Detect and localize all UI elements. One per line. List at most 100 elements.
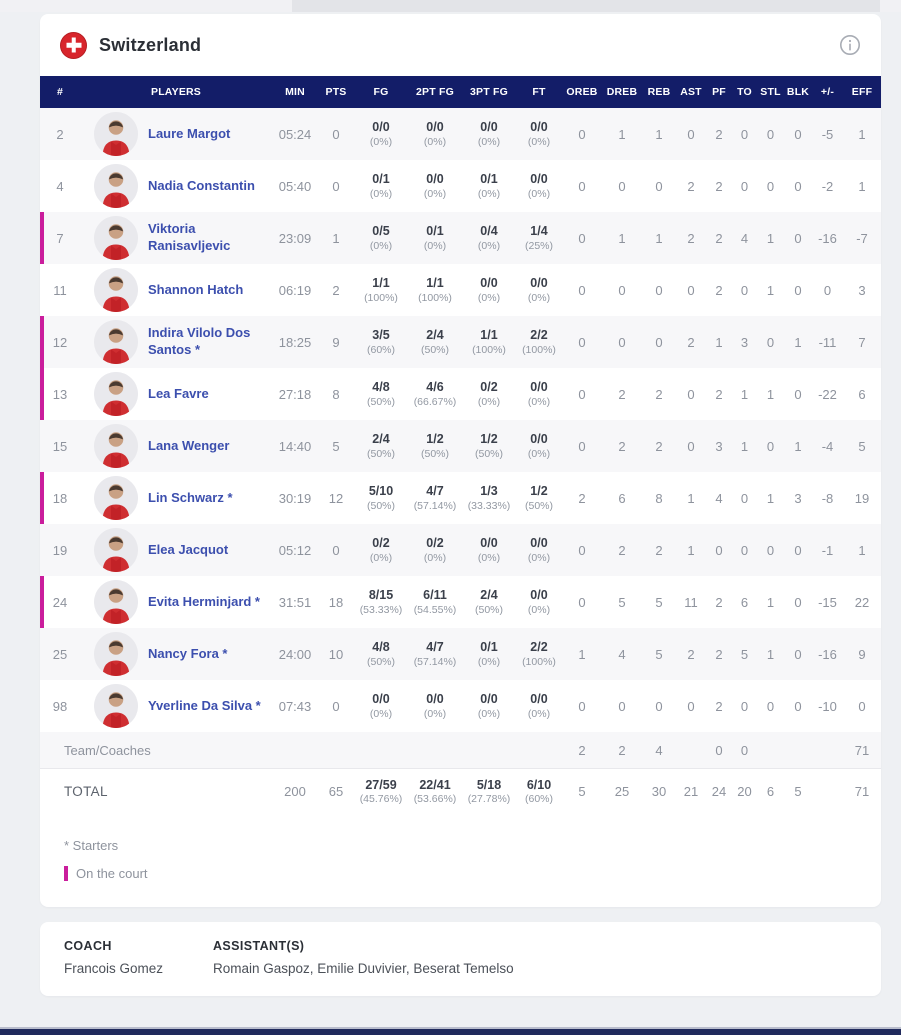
stat-plus-minus: -8 xyxy=(821,490,834,506)
player-name-link[interactable]: Evita Herminjard * xyxy=(148,593,260,609)
total-label: TOTAL xyxy=(64,784,108,799)
player-avatar[interactable] xyxy=(94,320,138,364)
player-name-link[interactable]: Lin Schwarz * xyxy=(148,489,233,505)
stat-3pt-fg: 0/0 (0%) xyxy=(477,536,501,564)
player-avatar[interactable] xyxy=(94,476,138,520)
player-name-link[interactable]: Yverline Da Silva * xyxy=(148,697,261,713)
player-row: 25 Nancy Fora * 24:00 10 4/8 (50%) 4/7 (57.14%)… xyxy=(40,628,881,680)
bottom-partial-element xyxy=(0,1027,901,1035)
stat-pts: 18 xyxy=(328,594,344,610)
stat-ast: 11 xyxy=(684,594,698,610)
stat-to: 0 xyxy=(740,126,749,142)
stat-plus-minus: -1 xyxy=(821,542,834,558)
stat-blk: 0 xyxy=(794,178,802,194)
stat-pts: 0 xyxy=(332,126,340,142)
legend: * Starters On the court xyxy=(40,814,881,907)
stat-fg: 0/0 (0%) xyxy=(369,692,393,720)
stat-ast: 0 xyxy=(687,282,695,298)
stat-ast: 0 xyxy=(687,126,695,142)
stat-stl: 1 xyxy=(766,386,775,402)
player-cell: Viktoria Ranisavljevic xyxy=(80,212,272,264)
stat-eff: -7 xyxy=(856,230,868,246)
stat-eff: 0 xyxy=(858,698,866,714)
stat-stl: 0 xyxy=(766,698,775,714)
stat-stl: 0 xyxy=(766,178,775,194)
stat-3pt-fg: 5/18 (27.78%) xyxy=(467,777,511,806)
player-row: 98 Yverline Da Silva * 07:43 0 0/0 (0%) 0/0 (0%… xyxy=(40,680,881,732)
stat-oreb: 2 xyxy=(578,490,586,506)
stat-2pt-fg: 1/2 (50%) xyxy=(420,432,449,460)
stat-blk: 0 xyxy=(794,594,802,610)
stat-eff: 3 xyxy=(858,282,866,298)
column-header--: # xyxy=(56,86,64,98)
player-name-link[interactable]: Shannon Hatch xyxy=(148,281,244,297)
stat-pf: 2 xyxy=(715,282,723,298)
player-cell: Elea Jacquot xyxy=(80,524,272,576)
player-avatar[interactable] xyxy=(94,216,138,260)
stat-min: 05:12 xyxy=(278,542,312,558)
player-row: 4 Nadia Constantin 05:40 0 0/1 (0%) 0/0 (0%) 0/1… xyxy=(40,160,881,212)
team-coaches-label: Team/Coaches xyxy=(64,742,151,758)
player-avatar[interactable] xyxy=(94,632,138,676)
player-avatar[interactable] xyxy=(94,528,138,572)
stat-fg: 2/4 (50%) xyxy=(366,432,395,460)
player-avatar[interactable] xyxy=(94,580,138,624)
stat-eff: 22 xyxy=(854,594,870,610)
box-score-card: Switzerland # PLAYERS MIN PTS FG 2PT FG 3PT FG… xyxy=(40,14,881,907)
player-name-link[interactable]: Elea Jacquot xyxy=(148,541,229,557)
stat-to: 0 xyxy=(740,282,749,298)
player-name-link[interactable]: Nadia Constantin xyxy=(148,177,255,193)
stat-3pt-fg: 0/2 (0%) xyxy=(477,380,501,408)
stat-ft: 2/2 (100%) xyxy=(522,328,556,356)
player-avatar[interactable] xyxy=(94,684,138,728)
stat-min: 27:18 xyxy=(278,386,312,402)
player-number: 98 xyxy=(52,698,68,714)
stat-ft: 0/0 (0%) xyxy=(527,276,551,304)
column-header-pts: PTS xyxy=(325,86,347,98)
player-name-link[interactable]: Lana Wenger xyxy=(148,437,230,453)
player-name-link[interactable]: Indira Vilolo Dos Santos * xyxy=(148,325,251,357)
stat-pf: 1 xyxy=(715,334,723,350)
player-number: 15 xyxy=(52,438,68,454)
player-name-link[interactable]: Lea Favre xyxy=(148,385,209,401)
stat-fg: 0/0 (0%) xyxy=(369,120,393,148)
stat-reb: 5 xyxy=(655,646,663,662)
stat-ast: 2 xyxy=(687,178,695,194)
player-avatar[interactable] xyxy=(94,112,138,156)
stat-min: 23:09 xyxy=(278,230,312,246)
player-avatar[interactable] xyxy=(94,268,138,312)
assistants-names: Romain Gaspoz, Emilie Duvivier, Beserat … xyxy=(213,961,514,976)
stat-reb: 2 xyxy=(655,438,663,454)
player-name-link[interactable]: Nancy Fora * xyxy=(148,645,228,661)
player-avatar[interactable] xyxy=(94,372,138,416)
stat-oreb: 0 xyxy=(578,594,586,610)
info-icon[interactable] xyxy=(839,34,861,56)
stat-min: 05:40 xyxy=(278,178,312,194)
staff-card: COACH Francois Gomez ASSISTANT(S) Romain… xyxy=(40,922,881,996)
stat-pf: 2 xyxy=(715,646,723,662)
stat-ft: 0/0 (0%) xyxy=(527,692,551,720)
stat-pts: 10 xyxy=(328,646,344,662)
player-avatar[interactable] xyxy=(94,424,138,468)
player-cell: Nancy Fora * xyxy=(80,628,272,680)
stat-2pt-fg: 22/41 (53.66%) xyxy=(413,777,457,806)
stat-reb: 5 xyxy=(655,594,663,610)
column-header-3pt-fg: 3PT FG xyxy=(470,86,508,98)
player-name-link[interactable]: Laure Margot xyxy=(148,125,231,141)
stat-stl: 1 xyxy=(766,282,775,298)
player-name-link[interactable]: Viktoria Ranisavljevic xyxy=(148,221,231,253)
stat-eff: 71 xyxy=(854,742,870,758)
player-cell: Nadia Constantin xyxy=(80,160,272,212)
stat-dreb: 2 xyxy=(618,438,626,454)
player-number: 11 xyxy=(53,282,67,298)
stat-fg: 0/2 (0%) xyxy=(369,536,393,564)
stat-pf: 3 xyxy=(715,438,723,454)
stat-oreb: 0 xyxy=(578,698,586,714)
player-avatar[interactable] xyxy=(94,164,138,208)
stat-oreb: 0 xyxy=(578,126,586,142)
column-header-pf: PF xyxy=(712,86,726,98)
stat-eff: 1 xyxy=(858,178,866,194)
stat-blk: 0 xyxy=(794,698,802,714)
on-court-legend-label: On the court xyxy=(76,866,148,881)
stat-ft: 0/0 (0%) xyxy=(527,588,551,616)
